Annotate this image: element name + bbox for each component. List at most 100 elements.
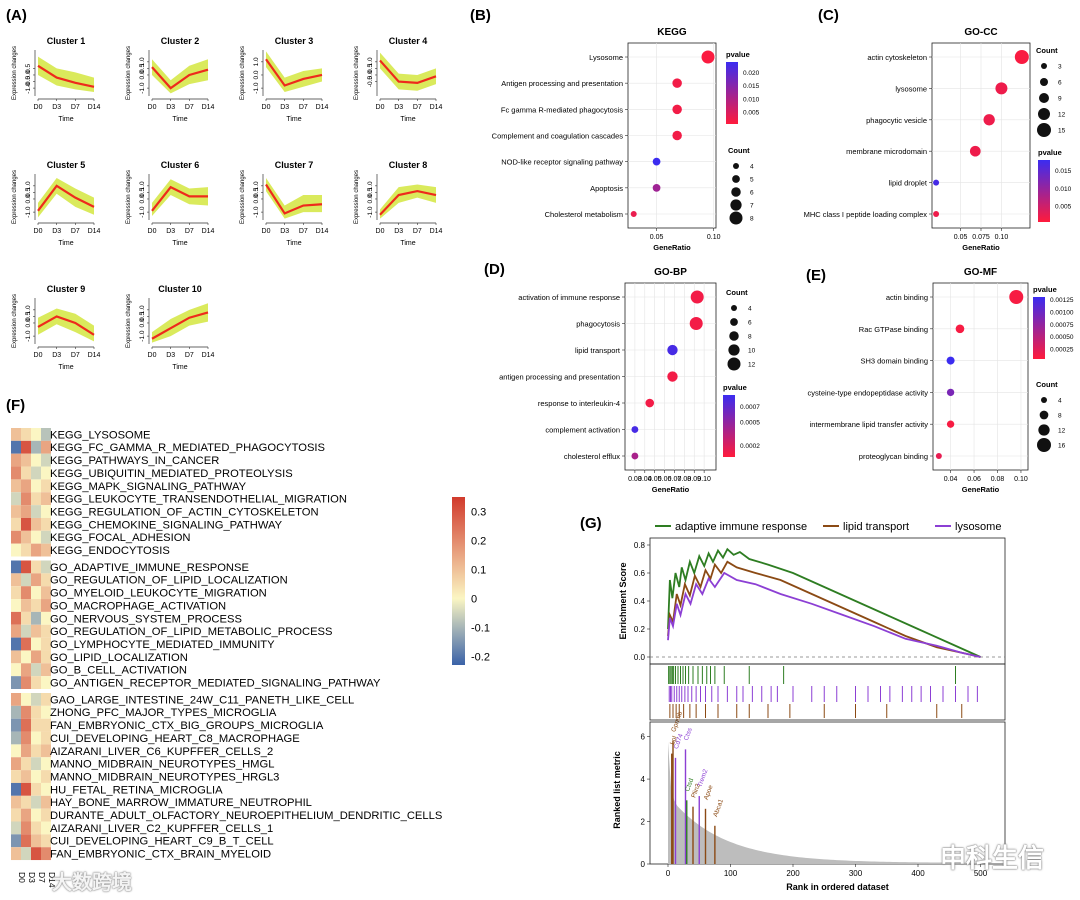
panel-label-e: (E) [806,267,826,284]
leading-gene-label: Ctsd [684,777,695,792]
y-tick-label: 0.5 [253,188,260,197]
heatmap-cell [31,440,41,454]
heatmap-cell [41,693,51,706]
heatmap-row-label: GO_LYMPHOCYTE_MEDIATED_IMMUNITY [50,639,275,651]
y-axis-title: Expression changes [126,46,132,100]
x-tick-label: D0 [148,228,157,235]
heatmap-cell [31,560,41,574]
heatmap-cell [31,731,41,745]
cluster-title: Cluster 10 [158,284,202,294]
cluster-plot: Cluster 8 -1.0 0.00.51.0 D0 D3 D7 D14 Time Expre… [354,160,443,247]
heatmap-cell [31,530,41,544]
x-tick-label: D3 [52,228,61,235]
term-label: complement activation [545,426,620,435]
x-tick-label: 0.04 [638,476,652,483]
pvalue-colorbar [726,62,738,124]
y-tick-label: 0.0 [25,70,32,79]
count-legend-dot [730,318,738,326]
y-tick-label: 0.0 [139,194,146,203]
heatmap-cell [11,492,21,506]
y-tick-label: 0.0 [139,318,146,327]
heatmap-cell [31,492,41,506]
x-tick-label: D14 [430,104,443,111]
count-legend-dot [731,305,737,311]
term-label: cholesterol efflux [564,452,620,461]
x-tick-label: D0 [376,228,385,235]
heatmap-column-label: D3 [27,872,37,883]
panel-label-d: (D) [484,261,505,278]
count-legend-title: Count [1036,380,1058,389]
heatmap-cell [31,693,41,706]
pvalue-colorbar [1033,297,1045,359]
y-tick-label: 1.0 [367,181,374,190]
x-axis-title: Time [58,116,73,123]
colorbar-tick-label: 0.00100 [1050,309,1074,316]
x-tick-label: 0.03 [628,476,642,483]
x-tick-label: D7 [71,228,80,235]
heatmap-cell [11,782,21,796]
colorbar-tick-label: 0.00050 [1050,334,1074,341]
y-axis-title: Expression changes [12,170,18,224]
colorbar-tick-label: 0.015 [1055,168,1072,175]
count-legend-dot [730,199,742,211]
colorbar-tick-label: 0.0007 [740,404,760,411]
dot-intermembrane-lipid-transfer-activity [946,420,955,428]
panel-label-a: (A) [6,7,27,24]
heatmap-cell [31,782,41,796]
heatmap-cell [11,440,21,454]
heatmap-cell [21,757,31,771]
heatmap-column-label: D7 [37,872,47,883]
heatmap-cell [21,543,31,557]
count-legend-dot [733,163,739,169]
y-axis-title: Expression changes [354,170,360,224]
count-legend-dot [1041,397,1047,403]
pvalue-colorbar [723,395,735,457]
dot-antigen-processing-and-presentation [667,371,678,382]
dot-cysteine-type-endopeptidase-activity [946,388,955,397]
heatmap-row-label: GO_B_CELL_ACTIVATION [50,665,187,677]
heatmap-row-label: FAN_EMBRYONIC_CTX_BRAIN_MYELOID [50,849,271,861]
cluster-mean-line [151,185,208,212]
cluster-mean-line [151,311,209,340]
heatmap-cell [41,705,51,719]
heatmap-cell [41,650,51,664]
x-tick-label: D0 [262,104,271,111]
x-tick-label: 0.075 [972,234,990,241]
heatmap-row-label: KEGG_PATHWAYS_IN_CANCER [50,455,219,467]
colorbar-tick-label: 0.005 [743,110,760,117]
dot-lysosome [995,82,1008,95]
cluster-title: Cluster 5 [47,160,86,170]
y-axis-title: Expression changes [354,46,360,100]
x-axis-title: Time [58,364,73,371]
heatmap-cell [11,650,21,664]
dot-phagocytosis [689,317,703,330]
term-label: Fc gamma R-mediated phagocytosis [501,105,623,114]
heatmap-cell [41,599,51,612]
x-tick-label: D3 [166,228,175,235]
x-tick-label: D14 [430,228,443,235]
y-tick-label: -1.0 [139,330,146,342]
term-label: NOD-like receptor signaling pathway [501,158,623,167]
heatmap-cell [41,573,51,587]
x-tick-label: D0 [376,104,385,111]
gsea-legend-label: adaptive immune response [675,521,807,533]
metric-tick-label: 4 [641,775,646,784]
heatmap-cell [21,440,31,454]
colorbar-tick-label: 0.2 [471,535,486,547]
heatmap-row-label: KEGG_FC_GAMMA_R_MEDIATED_PHAGOCYTOSIS [50,442,325,454]
pvalue-legend-title: pvalue [1038,148,1062,157]
y-tick-label: -0.5 [367,76,374,88]
heatmap-row-label: MANNO_MIDBRAIN_NEUROTYPES_HRGL3 [50,771,279,783]
dot-response-to-interleukin-4 [645,398,655,408]
heatmap-row-label: HAY_BONE_MARROW_IMMATURE_NEUTROPHIL [50,797,312,809]
heatmap-cell [21,663,31,677]
cluster-plot: Cluster 1 -1.0-0.50.00.5 D0 D3 D7 D14 Time Expr… [12,36,101,123]
cluster-title: Cluster 1 [47,36,86,46]
term-label: Rac GTPase binding [859,325,928,334]
y-tick-label: 0.5 [367,64,374,73]
dot-mhc-class-i-peptide-loading-complex [933,211,940,217]
heatmap-cell [41,428,51,441]
x-tick-label: D7 [185,228,194,235]
heatmap-cell [11,847,21,861]
term-label: phagocytic vesicle [866,116,927,125]
